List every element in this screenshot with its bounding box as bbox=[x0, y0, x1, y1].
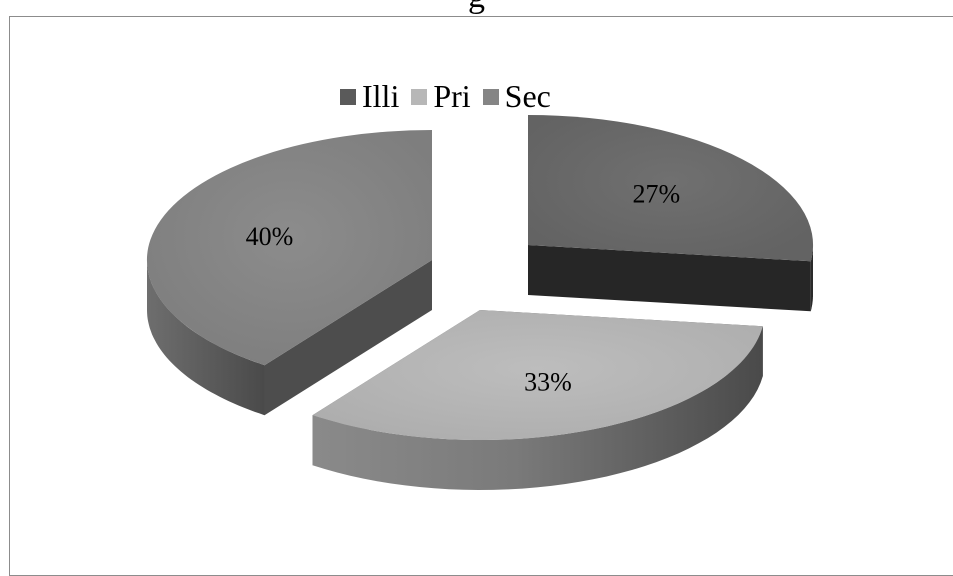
pie-rim-pri bbox=[312, 326, 763, 490]
legend-label-illi: Illi bbox=[362, 78, 400, 114]
pie-label-sec: 40% bbox=[246, 222, 294, 251]
legend-swatch-pri bbox=[411, 88, 428, 105]
pie-rim-illi bbox=[810, 245, 813, 312]
pie-slice-sec bbox=[146, 130, 432, 366]
pie-wall-illi-1 bbox=[528, 245, 811, 312]
pie-slice-pri bbox=[312, 310, 763, 441]
pie-rim-sec bbox=[147, 260, 265, 416]
pie-wall-sec-0 bbox=[264, 260, 432, 416]
legend-swatch-sec bbox=[482, 88, 499, 105]
pie-chart: 27% 33% 40% bbox=[146, 115, 814, 490]
pie-slice-illi bbox=[528, 115, 814, 262]
legend: Illi Pri Sec bbox=[340, 78, 563, 115]
legend-label-pri: Pri bbox=[433, 78, 471, 114]
legend-item-illi: Illi bbox=[340, 78, 399, 115]
legend-item-pri: Pri bbox=[411, 78, 471, 115]
legend-item-sec: Sec bbox=[482, 78, 551, 115]
pie-label-illi: 27% bbox=[632, 179, 680, 208]
pie-label-pri: 33% bbox=[524, 368, 572, 397]
legend-label-sec: Sec bbox=[504, 78, 551, 114]
legend-swatch-illi bbox=[340, 88, 356, 105]
chart-title-fragment: g bbox=[0, 0, 953, 14]
